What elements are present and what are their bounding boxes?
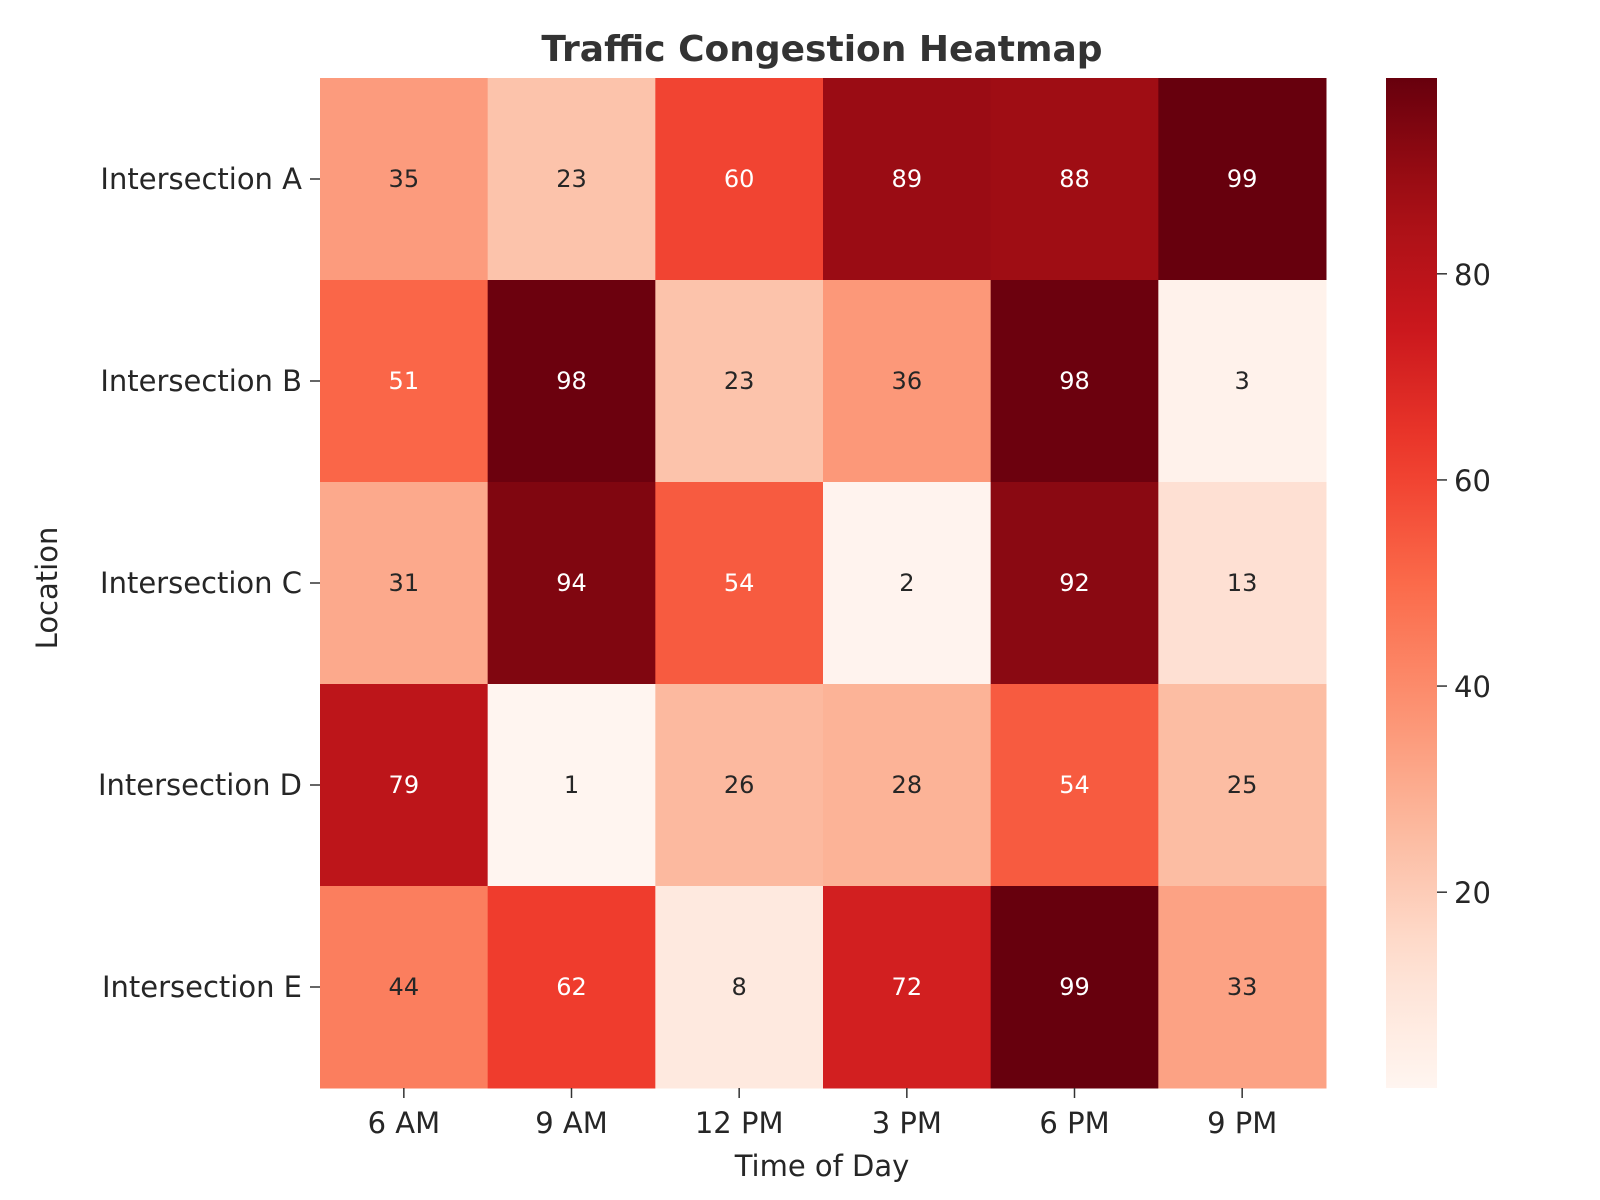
- cell-value-label: 1: [564, 771, 579, 799]
- cell-value-label: 51: [389, 367, 420, 395]
- cell-value-label: 60: [724, 165, 755, 193]
- y-tick-label: Intersection D: [98, 768, 302, 802]
- heatmap-cell: [823, 280, 992, 483]
- cell-value-label: 33: [1227, 973, 1258, 1001]
- cell-value-label: 79: [389, 771, 420, 799]
- x-tick-label: 12 PM: [695, 1106, 784, 1140]
- x-axis: 6 AM 9 AM 12 PM 3 PM 6 PM 9 PM: [368, 1088, 1277, 1140]
- heatmap-cell: [487, 78, 656, 281]
- y-tick-label: Intersection C: [100, 566, 302, 600]
- cell-value-label: 23: [556, 165, 587, 193]
- cell-value-label: 23: [724, 367, 755, 395]
- heatmap-cell: [1158, 78, 1327, 281]
- colorbar-tick-label: 40: [1454, 670, 1491, 704]
- cell-value-label: 98: [1059, 367, 1090, 395]
- cell-value-label: 28: [892, 771, 923, 799]
- cell-value-label: 54: [1059, 771, 1090, 799]
- heatmap-cell: [655, 684, 824, 887]
- cell-value-label: 13: [1227, 569, 1258, 597]
- chart-title: Traffic Congestion Heatmap: [541, 29, 1102, 70]
- heatmap-grid: 35 23 60 89 88 99 51 98 23 36 98 3 31 94 54 2 92 13 79 1 26 2…: [320, 78, 1327, 1089]
- heatmap-cell: [320, 684, 489, 887]
- cell-value-label: 26: [724, 771, 755, 799]
- colorbar-tick-label: 80: [1454, 258, 1491, 292]
- heatmap-cell: [655, 482, 824, 685]
- y-tick-label: Intersection E: [102, 970, 302, 1004]
- heatmap-cell: [487, 280, 656, 483]
- heatmap-cell: [487, 482, 656, 685]
- heatmap-cell: [990, 684, 1159, 887]
- heatmap-cell: [990, 482, 1159, 685]
- heatmap-cell: [655, 78, 824, 281]
- x-tick-label: 9 AM: [535, 1106, 608, 1140]
- cell-value-label: 99: [1227, 165, 1258, 193]
- heatmap-cell: [823, 684, 992, 887]
- cell-value-label: 92: [1059, 569, 1090, 597]
- heatmap-cell: [990, 78, 1159, 281]
- cell-value-label: 3: [1235, 367, 1250, 395]
- heatmap-cell: [487, 886, 656, 1089]
- cell-value-label: 99: [1059, 973, 1090, 1001]
- heatmap-cell: [1158, 886, 1327, 1089]
- colorbar-tick-label: 60: [1454, 464, 1491, 498]
- heatmap-cell: [1158, 684, 1327, 887]
- colorbar: 20 40 60 80: [1386, 78, 1491, 1088]
- colorbar-gradient: [1386, 78, 1437, 1088]
- cell-value-label: 72: [892, 973, 923, 1001]
- cell-value-label: 31: [389, 569, 420, 597]
- heatmap-cell: [320, 482, 489, 685]
- x-tick-label: 9 PM: [1207, 1106, 1277, 1140]
- heatmap-cell: [823, 78, 992, 281]
- heatmap-cell: [990, 886, 1159, 1089]
- cell-value-label: 36: [892, 367, 923, 395]
- heatmap-cell: [823, 482, 992, 685]
- heatmap-cell: [320, 78, 489, 281]
- heatmap-cell: [320, 280, 489, 483]
- heatmap-cell: [655, 886, 824, 1089]
- cell-value-label: 44: [389, 973, 420, 1001]
- y-tick-label: Intersection A: [100, 162, 302, 196]
- cell-value-label: 35: [389, 165, 420, 193]
- colorbar-tick-label: 20: [1454, 876, 1491, 910]
- cell-value-label: 8: [732, 973, 747, 1001]
- cell-value-label: 25: [1227, 771, 1258, 799]
- heatmap-cell: [487, 684, 656, 887]
- x-axis-label: Time of Day: [734, 1149, 910, 1183]
- cell-value-label: 62: [556, 973, 587, 1001]
- heatmap-cell: [1158, 280, 1327, 483]
- cell-value-label: 89: [892, 165, 923, 193]
- y-tick-label: Intersection B: [100, 364, 302, 398]
- heatmap-cell: [320, 886, 489, 1089]
- heatmap-cell: [990, 280, 1159, 483]
- y-axis-label: Location: [30, 527, 64, 650]
- heatmap-cell: [655, 280, 824, 483]
- heatmap-cell: [1158, 482, 1327, 685]
- heatmap-cell: [823, 886, 992, 1089]
- y-axis: Intersection A Intersection B Intersection…: [98, 162, 320, 1004]
- cell-value-label: 88: [1059, 165, 1090, 193]
- cell-value-label: 54: [724, 569, 755, 597]
- cell-value-label: 2: [899, 569, 914, 597]
- cell-value-label: 94: [556, 569, 587, 597]
- x-tick-label: 3 PM: [872, 1106, 942, 1140]
- cell-value-label: 98: [556, 367, 587, 395]
- x-tick-label: 6 AM: [368, 1106, 441, 1140]
- x-tick-label: 6 PM: [1039, 1106, 1109, 1140]
